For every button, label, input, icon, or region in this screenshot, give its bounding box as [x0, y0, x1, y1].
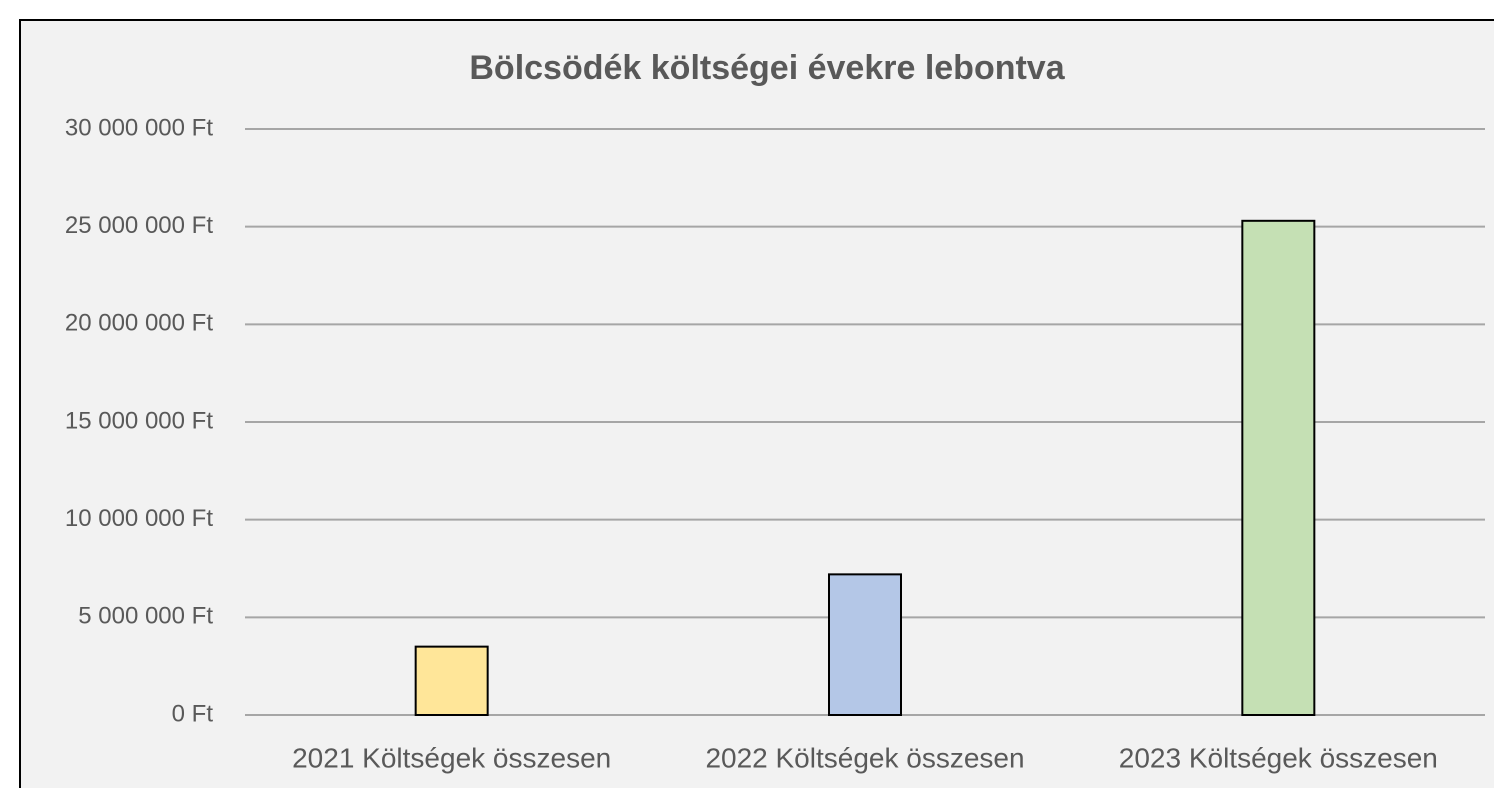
- y-tick-label: 30 000 000 Ft: [65, 114, 213, 141]
- y-tick-label: 0 Ft: [172, 700, 214, 727]
- y-tick-label: 15 000 000 Ft: [65, 407, 213, 434]
- y-tick-label: 25 000 000 Ft: [65, 212, 213, 239]
- x-tick-label: 2023 Költségek összesen: [1119, 742, 1438, 773]
- bar: [1241, 219, 1316, 716]
- y-tick-label: 20 000 000 Ft: [65, 310, 213, 337]
- y-tick-label: 10 000 000 Ft: [65, 505, 213, 532]
- bar: [414, 645, 489, 717]
- x-tick-label: 2022 Költségek összesen: [705, 742, 1024, 773]
- y-tick-label: 5 000 000 Ft: [78, 603, 213, 630]
- bar: [828, 573, 902, 716]
- x-tick-label: 2021 Költségek összesen: [292, 742, 611, 773]
- chart-title: Bölcsödék költségei évekre lebontva: [469, 49, 1065, 87]
